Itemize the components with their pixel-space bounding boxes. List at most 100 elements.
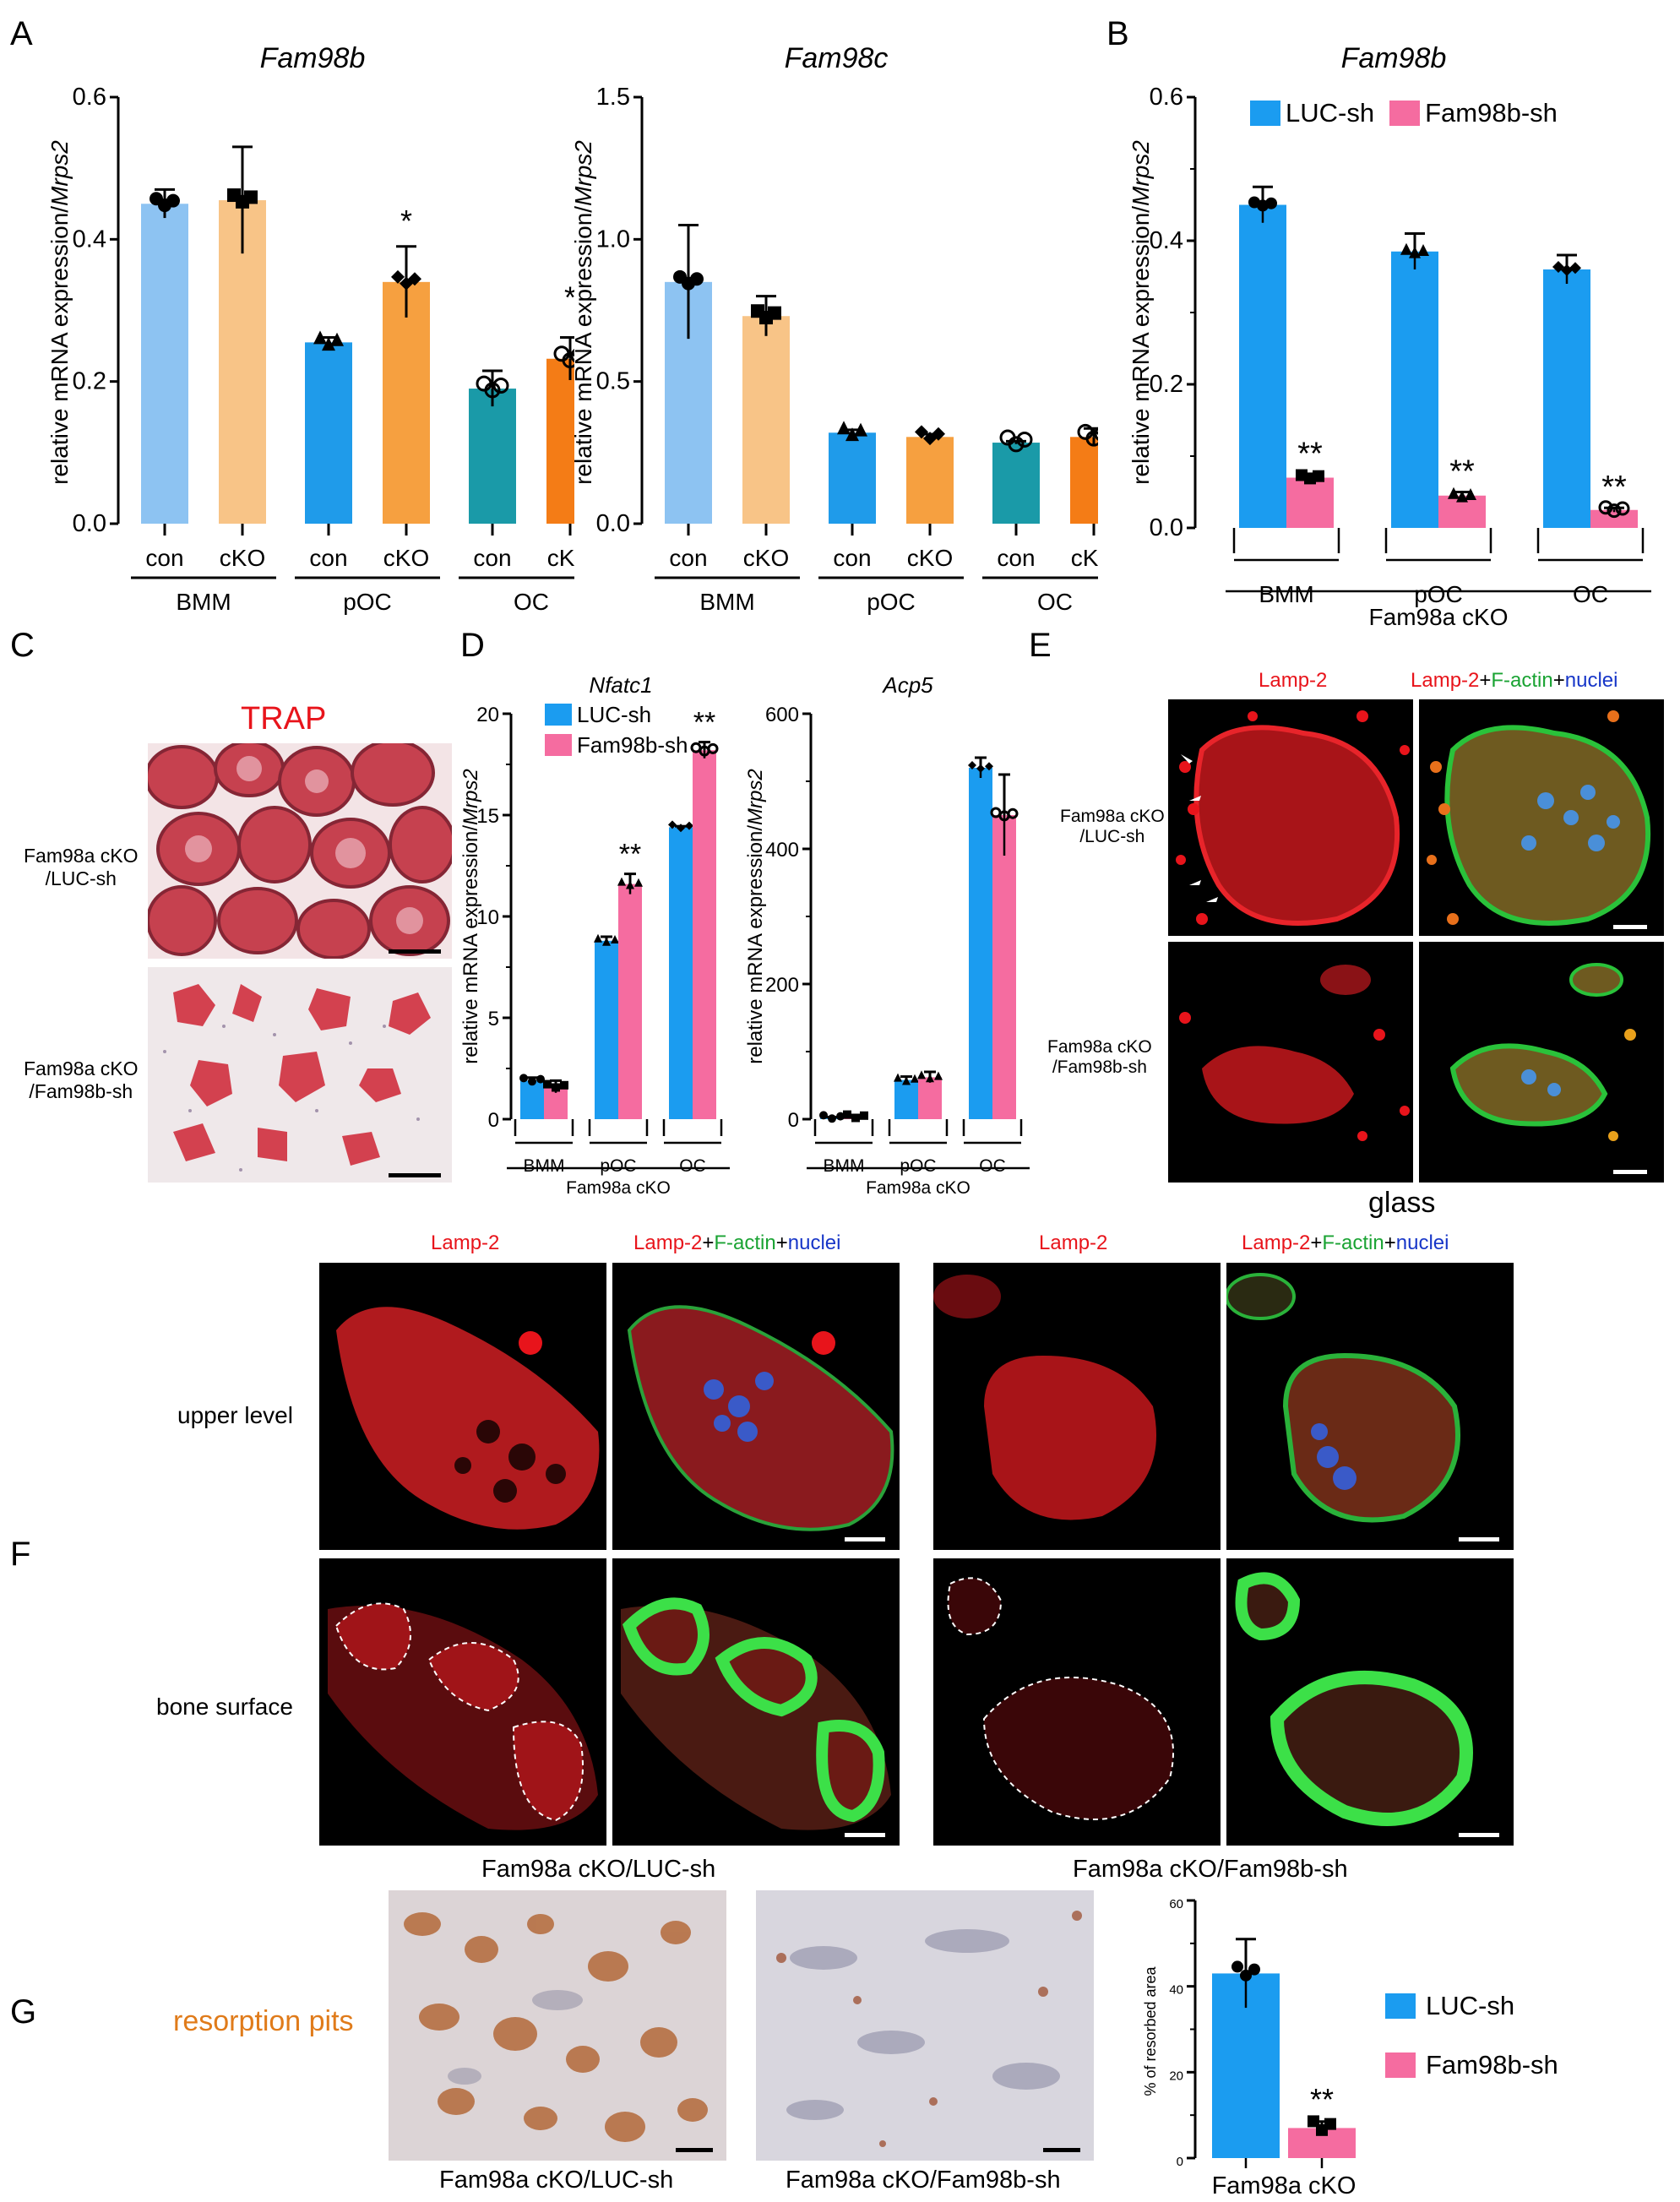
group-label: pOC <box>600 1156 636 1176</box>
data-point <box>1231 1960 1243 1973</box>
f-luc-upper-lamp2 <box>319 1263 606 1550</box>
f-luc-bone-lamp2 <box>319 1558 606 1846</box>
panel-letter-a: A <box>10 15 33 52</box>
bar <box>219 200 266 524</box>
legend-swatch-luc <box>1385 1993 1416 2019</box>
bar <box>1543 269 1590 528</box>
group-label: OC <box>979 1156 1006 1176</box>
bar <box>742 316 790 524</box>
data-point <box>1324 2118 1336 2130</box>
data-point <box>626 880 634 889</box>
significance-label: ** <box>693 707 715 739</box>
legend-label-fam98b: Fam98b-sh <box>577 732 688 758</box>
y-axis-label: relative mRNA expression/Mrps2 <box>460 769 482 1063</box>
data-point <box>543 1079 552 1089</box>
footer-label: Fam98a cKO <box>1212 2172 1357 2199</box>
data-point <box>1417 243 1429 256</box>
y-tick-label: 20 <box>1169 2069 1183 2083</box>
legend-label-fam98b: Fam98b-sh <box>1425 98 1558 128</box>
group-label: pOC <box>1414 581 1463 607</box>
significance-label: ** <box>1449 454 1475 490</box>
bar <box>1239 204 1286 528</box>
data-point <box>1313 470 1324 482</box>
significance-label: ** <box>1310 2082 1334 2117</box>
plus-text: + <box>702 1231 715 1254</box>
y-tick-label: 0.0 <box>73 510 106 537</box>
y-tick-label: 10 <box>476 906 499 929</box>
panel-letter-c: C <box>10 627 35 664</box>
y-tick-label: 1.0 <box>596 226 630 253</box>
significance-label: ** <box>619 839 641 871</box>
y-tick-label: 0.0 <box>1150 514 1183 541</box>
y-tick-label: 0.6 <box>73 84 106 111</box>
legend-b: LUC-sh Fam98b-sh <box>1250 98 1558 128</box>
plus-text-2: + <box>775 1231 788 1254</box>
data-point <box>1085 430 1098 447</box>
group-label: BMM <box>1259 581 1313 607</box>
data-point <box>690 742 702 753</box>
data-point <box>570 349 574 363</box>
panel-c-title: TRAP <box>241 701 327 737</box>
nuclei-text: nuclei <box>1395 1231 1449 1254</box>
x-tick-label: cKO <box>1071 545 1098 571</box>
x-tick-label: con <box>473 545 511 571</box>
group-label: pOC <box>900 1156 936 1176</box>
data-point <box>1008 436 1025 453</box>
y-tick-label: 0.4 <box>73 226 106 253</box>
bar <box>383 281 430 524</box>
panel-f-left-col2: Lamp-2+F-actin+nuclei <box>633 1231 840 1255</box>
x-tick-label: cKO <box>907 545 953 571</box>
trap-cells-fam98b <box>163 984 441 1177</box>
chart-title: Fam98b <box>260 42 366 74</box>
panel-e-footer: glass <box>1368 1187 1436 1219</box>
e-merge-luc <box>1419 699 1664 936</box>
data-point <box>634 878 643 887</box>
data-point <box>391 269 405 284</box>
bar <box>669 827 693 1119</box>
y-axis-label: % of resorbed area <box>1142 1965 1159 2096</box>
x-tick-label: cKO <box>383 545 429 571</box>
bar <box>829 432 876 524</box>
f-fam98b-upper-merge <box>1226 1263 1514 1550</box>
plus-text-2: + <box>1552 669 1565 692</box>
data-point <box>894 1073 902 1082</box>
legend-swatch-luc <box>545 704 572 726</box>
data-point <box>768 306 781 320</box>
data-point <box>492 377 509 394</box>
panel-e-col1-header: Lamp-2 <box>1259 669 1328 692</box>
lamp2-text: Lamp-2 <box>1242 1231 1311 1254</box>
significance-label: ** <box>1601 470 1627 505</box>
y-axis-label: relative mRNA expression/Mrps2 <box>570 140 596 485</box>
bar <box>969 768 992 1119</box>
legend-label-fam98b: Fam98b-sh <box>1426 2050 1558 2080</box>
data-point <box>1561 264 1573 276</box>
data-point <box>911 1074 919 1083</box>
panel-letter-f: F <box>10 1536 31 1573</box>
f-fam98b-upper-lamp2 <box>933 1263 1221 1550</box>
panel-f-right-col1: Lamp-2 <box>1039 1231 1108 1254</box>
chart-nfatc1: 0 5 10 15 20 Nfatc1 relative mRNA expression/M… <box>460 672 730 1198</box>
data-point <box>685 821 693 830</box>
nuclei-text: nuclei <box>787 1231 841 1254</box>
legend-d: LUC-sh Fam98b-sh <box>545 699 688 760</box>
data-point <box>968 761 976 769</box>
panel-g-label: resorption pits <box>173 2005 354 2037</box>
data-point <box>611 935 619 943</box>
y-tick-label: 20 <box>476 704 499 726</box>
y-tick-label: 0 <box>788 1109 799 1132</box>
chart-title: Fam98c <box>785 42 889 74</box>
y-axis-label: relative mRNA expression/Mrps2 <box>744 769 767 1063</box>
panel-e-col2-header: Lamp-2+F-actin+nuclei <box>1411 669 1617 693</box>
data-point <box>932 427 945 441</box>
bar <box>906 437 954 524</box>
group-label: BMM <box>824 1156 865 1176</box>
significance-label: ** <box>1297 436 1323 471</box>
data-point <box>690 272 704 286</box>
y-tick-label: 0.0 <box>596 510 630 537</box>
data-point <box>322 337 335 351</box>
data-point <box>244 190 258 204</box>
e-lamp2-luc <box>1168 699 1413 936</box>
group-label: OC <box>679 1156 706 1176</box>
y-tick-label: 0.2 <box>73 368 106 395</box>
data-point <box>926 1074 934 1083</box>
